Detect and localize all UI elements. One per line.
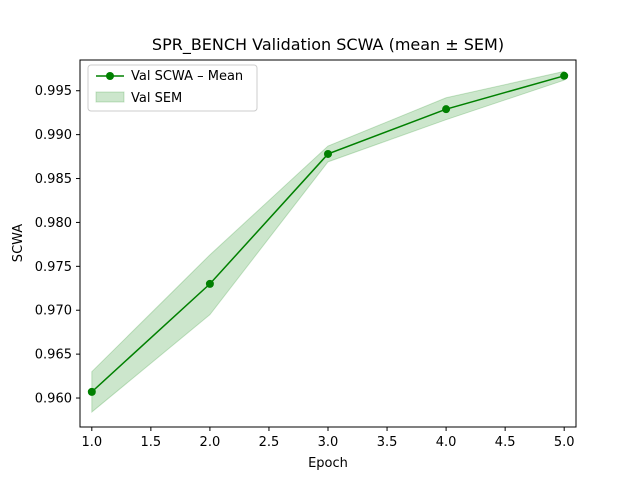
y-axis-label: SCWA [11, 224, 26, 262]
x-tick-label-1: 1.5 [141, 435, 162, 450]
sem-band-0 [91, 70, 565, 414]
x-tick-label-6: 4.0 [436, 435, 457, 450]
y-tick-label-7: 0.995 [35, 84, 72, 99]
data-point-0-4 [560, 71, 569, 80]
series-line-layer [87, 71, 569, 396]
y-tick-label-5: 0.985 [35, 172, 72, 187]
legend-band-swatch [95, 91, 125, 103]
x-axis-label: Epoch [308, 456, 348, 471]
x-tick-label-3: 2.5 [259, 435, 280, 450]
x-tick-label-7: 4.5 [495, 435, 516, 450]
data-point-0-1 [205, 279, 214, 288]
x-tick-label-8: 5.0 [554, 435, 575, 450]
data-point-0-0 [87, 387, 96, 396]
y-tick-label-0: 0.960 [35, 392, 72, 407]
x-tick-label-5: 3.5 [377, 435, 398, 450]
axes-layer: 1.0 1.5 2.0 2.5 3.0 3.5 4.0 4.5 5.0 0.960 0.965 0.9… [35, 59, 577, 450]
y-tick-label-6: 0.990 [35, 128, 72, 143]
y-tick-label-2: 0.970 [35, 304, 72, 319]
y-tick-label-1: 0.965 [35, 348, 72, 363]
legend-marker-swatch [106, 72, 114, 80]
x-tick-label-4: 3.0 [318, 435, 339, 450]
legend: Val SCWA – Mean Val SEM [87, 64, 258, 112]
legend-frame [87, 64, 258, 112]
y-tick-label-3: 0.975 [35, 260, 72, 275]
legend-label-sem: Val SEM [131, 91, 182, 106]
legend-label-mean: Val SCWA – Mean [131, 69, 243, 84]
chart-title: SPR_BENCH Validation SCWA (mean ± SEM) [152, 35, 504, 55]
sem-band-layer [91, 70, 565, 414]
x-tick-label-0: 1.0 [81, 435, 102, 450]
data-point-0-2 [324, 149, 332, 158]
x-tick-label-2: 2.0 [200, 435, 221, 450]
data-point-0-3 [442, 105, 451, 114]
y-tick-label-4: 0.980 [35, 216, 72, 231]
